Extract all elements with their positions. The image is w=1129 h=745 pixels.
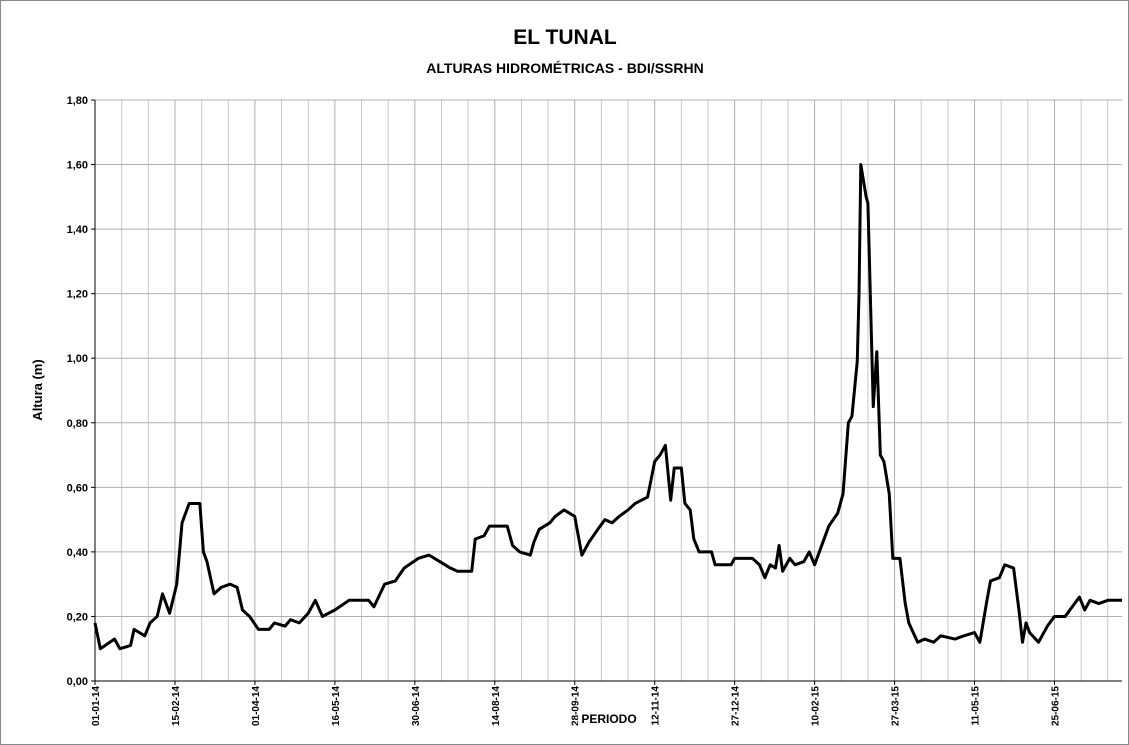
x-tick-label: 14-08-14 <box>491 686 502 726</box>
x-tick-label: 01-01-14 <box>91 686 102 726</box>
x-tick-label: 12-11-14 <box>651 686 662 726</box>
y-tick-label: 0,80 <box>67 418 88 430</box>
x-axis-label: PERIODO <box>581 712 636 726</box>
y-tick-label: 1,40 <box>67 224 88 236</box>
x-tick-label: 28-09-14 <box>571 686 582 726</box>
chart-title: EL TUNAL <box>513 26 617 49</box>
x-tick-label: 27-12-14 <box>731 686 742 726</box>
y-tick-label: 1,00 <box>67 353 88 365</box>
x-tick-label: 15-02-14 <box>171 686 182 726</box>
data-line <box>93 163 1122 651</box>
x-tick-label: 27-03-15 <box>891 686 902 726</box>
y-axis-label: Altura (m) <box>30 359 45 420</box>
x-tick-label: 25-06-15 <box>1050 686 1061 726</box>
y-tick-label: 0,60 <box>67 482 88 494</box>
y-tick-label: 1,20 <box>67 289 88 301</box>
x-tick-label: 01-04-14 <box>251 686 262 726</box>
plot-area <box>95 100 1122 681</box>
x-tick-label: 11-05-15 <box>971 686 982 726</box>
x-tick-label: 10-02-15 <box>811 686 822 726</box>
y-tick-label: 0,40 <box>67 547 88 559</box>
y-tick-label: 1,60 <box>67 160 88 172</box>
x-tick-label: 30-06-14 <box>411 686 422 726</box>
y-tick-label: 0,20 <box>67 611 88 623</box>
y-tick-label: 0,00 <box>67 676 88 688</box>
chart-subtitle: ALTURAS HIDROMÉTRICAS - BDI/SSRHN <box>426 60 703 76</box>
x-label-bg <box>578 710 640 726</box>
y-tick-label: 1,80 <box>67 95 88 107</box>
x-tick-label: 16-05-14 <box>331 686 342 726</box>
